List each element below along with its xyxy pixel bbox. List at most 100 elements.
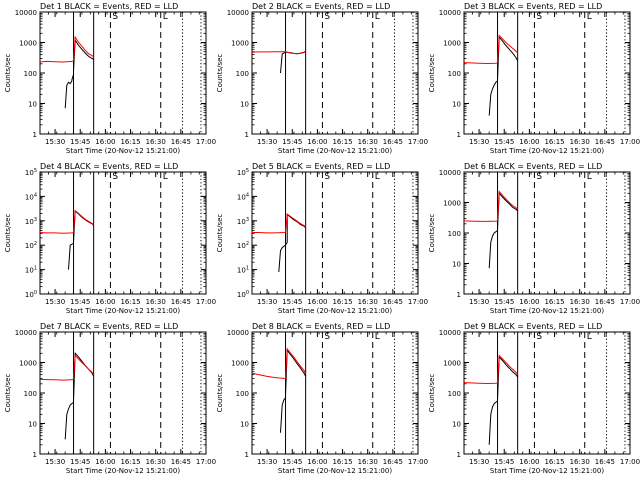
x-axis-label: Start Time (20-Nov-12 15:21:00)	[278, 147, 392, 155]
y-tick-label: 104	[237, 192, 249, 201]
series-line-events	[280, 349, 307, 433]
x-tick-label: 15:30	[45, 298, 65, 306]
y-tick-label: 104	[25, 192, 37, 201]
marker-label: L	[587, 332, 592, 342]
x-tick-label: 16:15	[544, 298, 564, 306]
x-tick-label: 16:00	[307, 298, 327, 306]
y-tick-label: 10	[452, 261, 461, 269]
x-tick-label: 15:45	[70, 298, 90, 306]
y-tick-label: 1000	[443, 200, 461, 208]
y-tick-label: 1	[245, 131, 249, 139]
x-tick-label: 16:30	[358, 458, 378, 466]
plot-frame	[463, 171, 631, 295]
series-line-events	[488, 355, 519, 445]
x-axis-label: Start Time (20-Nov-12 15:21:00)	[66, 307, 180, 315]
x-tick-label: 16:00	[519, 138, 539, 146]
y-tick-label: 100	[237, 290, 249, 299]
x-tick-label: 15:30	[469, 298, 489, 306]
marker-label: S	[112, 172, 118, 182]
panel-title: Det 6 BLACK = Events, RED = LLD	[464, 162, 602, 171]
series-line-events	[278, 213, 307, 273]
x-tick-label: 16:30	[146, 298, 166, 306]
x-tick-label: 16:45	[595, 298, 615, 306]
x-tick-label: 16:30	[570, 298, 590, 306]
y-axis-label: Counts/sec	[428, 374, 436, 413]
x-tick-label: 16:30	[358, 138, 378, 146]
series-line-lld	[463, 354, 519, 385]
x-tick-label: 16:15	[332, 298, 352, 306]
x-tick-label: 16:15	[120, 138, 140, 146]
x-tick-label: 16:00	[307, 458, 327, 466]
x-tick-label: 16:00	[519, 298, 539, 306]
y-axis-label: Counts/sec	[216, 374, 224, 413]
y-axis-label: Counts/sec	[428, 214, 436, 253]
y-tick-label: 1	[245, 451, 249, 459]
y-tick-label: 101	[237, 266, 249, 275]
marker-label: L	[587, 12, 592, 22]
x-tick-label: 16:45	[383, 458, 403, 466]
x-tick-label: 15:45	[282, 138, 302, 146]
x-tick-label: 15:30	[469, 138, 489, 146]
x-axis-label: Start Time (20-Nov-12 15:21:00)	[490, 147, 604, 155]
x-axis-label: Start Time (20-Nov-12 15:21:00)	[278, 307, 392, 315]
panel-det-4: Det 4 BLACK = Events, RED = LLD Counts/se…	[4, 162, 216, 315]
y-tick-label: 10000	[15, 9, 37, 17]
y-axis-label: Counts/sec	[4, 374, 12, 413]
x-tick-label: 17:00	[196, 458, 216, 466]
plot-frame	[463, 331, 631, 455]
x-tick-label: 16:30	[358, 298, 378, 306]
marker-label: L	[587, 172, 592, 182]
y-tick-label: 100	[236, 70, 249, 78]
series-line-lld	[252, 213, 307, 234]
y-tick-label: 1000	[443, 40, 461, 48]
plot-frame	[463, 11, 631, 135]
x-tick-label: 15:30	[257, 458, 277, 466]
y-tick-label: 1	[457, 131, 461, 139]
x-axis-label: Start Time (20-Nov-12 15:21:00)	[490, 307, 604, 315]
y-tick-label: 100	[24, 70, 37, 78]
series-line-events	[488, 192, 519, 269]
x-tick-label: 16:45	[595, 138, 615, 146]
y-tick-label: 100	[25, 290, 37, 299]
plot-frame	[39, 331, 207, 455]
plot-frame	[251, 11, 419, 135]
series-line-lld	[39, 354, 95, 381]
marker-label: S	[324, 12, 330, 22]
marker-label: L	[163, 172, 168, 182]
series-line-lld	[39, 35, 94, 63]
y-tick-label: 103	[237, 217, 249, 226]
panel-det-8: Det 8 BLACK = Events, RED = LLD Counts/se…	[216, 322, 428, 475]
x-tick-label: 15:45	[494, 138, 514, 146]
marker-label: S	[536, 172, 542, 182]
x-tick-label: 16:00	[307, 138, 327, 146]
y-axis-label: Counts/sec	[4, 54, 12, 93]
x-tick-label: 17:00	[408, 298, 428, 306]
y-tick-label: 10000	[439, 169, 461, 177]
y-axis-label: Counts/sec	[216, 54, 224, 93]
marker-label: S	[536, 12, 542, 22]
x-tick-label: 15:30	[469, 458, 489, 466]
y-tick-label: 105	[237, 168, 249, 177]
marker-label: S	[324, 332, 330, 342]
marker-label: L	[375, 172, 380, 182]
x-tick-label: 16:45	[171, 298, 191, 306]
x-tick-label: 17:00	[620, 458, 640, 466]
x-tick-label: 17:00	[196, 138, 216, 146]
x-tick-label: 16:00	[519, 458, 539, 466]
marker-label: S	[536, 332, 542, 342]
y-tick-label: 10	[28, 101, 37, 109]
series-line-events	[488, 35, 519, 116]
y-tick-label: 101	[25, 266, 37, 275]
y-tick-label: 103	[25, 217, 37, 226]
x-axis-label: Start Time (20-Nov-12 15:21:00)	[66, 147, 180, 155]
x-tick-label: 16:30	[146, 458, 166, 466]
y-tick-label: 1	[457, 291, 461, 299]
y-tick-label: 1000	[443, 360, 461, 368]
y-tick-label: 1000	[231, 360, 249, 368]
y-tick-label: 1000	[19, 40, 37, 48]
series-line-lld	[39, 209, 95, 234]
x-tick-label: 15:45	[494, 298, 514, 306]
y-tick-label: 10000	[439, 9, 461, 17]
